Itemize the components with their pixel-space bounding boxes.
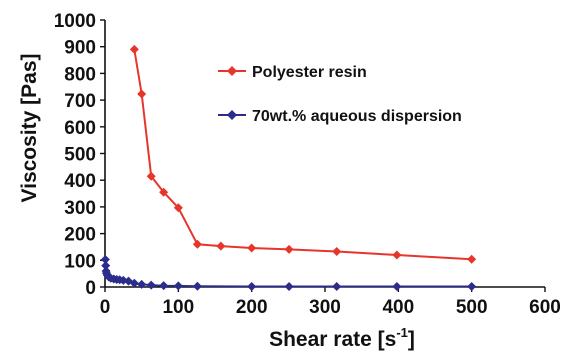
legend-marker [227, 110, 237, 120]
data-point [146, 171, 156, 181]
x-tick-label: 100 [162, 297, 194, 318]
series-line [133, 49, 472, 261]
legend-marker [227, 66, 237, 76]
data-point [101, 261, 111, 271]
legend-label: 70wt.% aqueous dispersion [252, 108, 462, 125]
data-point [392, 281, 402, 291]
data-point [159, 187, 169, 197]
y-tick-label: 300 [64, 198, 96, 219]
y-axis-title: Viscosity [Pas] [18, 53, 41, 202]
y-tick-label: 900 [64, 38, 96, 59]
x-tick-label: 400 [382, 297, 414, 318]
y-tick-label: 0 [85, 278, 96, 299]
series-2 [100, 254, 477, 291]
legend-item-1: Polyester resin [218, 64, 367, 81]
data-point [137, 89, 147, 99]
x-axis-title-main: Shear rate [s [269, 328, 396, 351]
data-point [192, 239, 202, 249]
series-layer [100, 44, 477, 291]
series-line [104, 259, 472, 288]
y-tick-label: 700 [64, 91, 96, 112]
data-point [216, 241, 226, 251]
data-point [146, 280, 156, 290]
y-axis-ticks: 0 100 200 300 400 500 600 700 800 900 1000 [54, 11, 105, 299]
data-point [467, 254, 477, 264]
data-point [129, 44, 139, 54]
data-point [192, 281, 202, 291]
y-tick-label: 100 [64, 251, 96, 272]
data-point [129, 278, 139, 288]
x-tick-label: 0 [100, 297, 111, 318]
series-1 [129, 44, 477, 264]
data-point [284, 281, 294, 291]
axes [104, 20, 545, 288]
x-axis-title: Shear rate [s-1] [269, 325, 415, 351]
legend-item-2: 70wt.% aqueous dispersion [218, 108, 462, 125]
data-point [137, 279, 147, 289]
y-tick-label: 500 [64, 145, 96, 166]
data-point [247, 281, 257, 291]
y-tick-label: 400 [64, 171, 96, 192]
data-point [467, 281, 477, 291]
y-tick-label: 200 [64, 225, 96, 246]
data-point [173, 281, 183, 291]
x-tick-label: 600 [529, 297, 561, 318]
x-tick-label: 500 [456, 297, 488, 318]
data-point [247, 243, 257, 253]
x-axis-title-sup: -1 [396, 325, 408, 340]
x-tick-label: 300 [309, 297, 341, 318]
y-tick-label: 800 [64, 64, 96, 85]
data-point [173, 203, 183, 213]
legend: Polyester resin 70wt.% aqueous dispersion [218, 64, 462, 125]
data-point [332, 246, 342, 256]
legend-label: Polyester resin [252, 64, 367, 81]
data-point [159, 281, 169, 291]
y-tick-label: 600 [64, 118, 96, 139]
data-point [284, 244, 294, 254]
data-point [100, 254, 110, 264]
y-tick-label: 1000 [54, 11, 96, 32]
x-axis-ticks: 0 100 200 300 400 500 600 [100, 287, 561, 318]
x-axis-title-close: ] [408, 328, 415, 351]
data-point [332, 281, 342, 291]
data-point [392, 250, 402, 260]
x-tick-label: 200 [236, 297, 268, 318]
